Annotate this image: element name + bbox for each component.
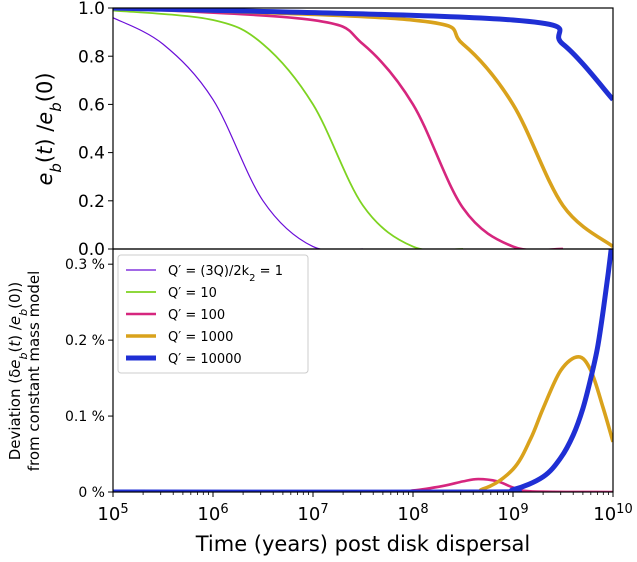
top-y-tick-label: 0.6 <box>78 96 105 116</box>
top-y-tick-label: 0.4 <box>78 144 105 164</box>
bottom-y-axis-label-line1: Deviation (δeb(t) /eb(0)) <box>6 282 30 461</box>
legend-label: Q′ = 1000 <box>168 330 233 345</box>
top-y-tick-label: 0.2 <box>78 192 105 212</box>
top-y-tick-label: 0.8 <box>78 47 105 67</box>
x-tick-label: 1010 <box>593 502 632 526</box>
legend-label: Q′ = 100 <box>168 308 225 323</box>
bottom-axes-frame <box>112 248 614 493</box>
bottom-y-tick-label: 0.3 % <box>65 257 105 273</box>
bottom-y-ticks: 0 % 0.1 % 0.2 % 0.3 % <box>65 257 113 501</box>
x-axis-label: Time (years) post disk dispersal <box>195 532 531 556</box>
bottom-y-axis-label-line2: from constant mass model <box>25 271 43 472</box>
top-series-line-2 <box>113 9 464 249</box>
x-tick-label: 105 <box>97 502 128 526</box>
x-tick-label: 107 <box>297 502 328 526</box>
top-y-tick-label: 0.0 <box>78 240 105 260</box>
x-tick-label: 109 <box>497 502 528 526</box>
bottom-y-tick-label: 0 % <box>78 485 105 501</box>
legend-label: Q′ = 10000 <box>168 352 242 367</box>
legend-label: Q′ = 10 <box>168 286 217 301</box>
bottom-y-axis-label-group: Deviation (δeb(t) /eb(0)) from constant … <box>6 271 43 472</box>
top-series-line-3 <box>113 8 564 249</box>
bottom-y-tick-label: 0.2 % <box>65 333 105 349</box>
top-y-axis-label: eb(t) /eb(0) <box>33 72 65 185</box>
x-tick-label: 106 <box>197 502 228 526</box>
bottom-series-line-4 <box>113 355 613 492</box>
top-y-ticks: 0.0 0.2 0.4 0.6 0.8 1.0 <box>78 0 113 260</box>
bottom-x-ticks: 105 106 107 108 109 1010 <box>97 492 633 526</box>
top-series-line-5 <box>113 8 613 102</box>
top-panel: 0.0 0.2 0.4 0.6 0.8 1.0 eb(t) /eb(0) <box>33 0 614 260</box>
bottom-y-tick-label: 0.1 % <box>65 409 105 425</box>
top-series-lines <box>113 8 613 249</box>
bottom-series-line-5 <box>113 249 613 492</box>
top-y-tick-label: 1.0 <box>78 0 105 19</box>
x-tick-label: 108 <box>397 502 428 526</box>
legend-box <box>117 254 309 374</box>
top-series-line-1 <box>113 17 364 249</box>
